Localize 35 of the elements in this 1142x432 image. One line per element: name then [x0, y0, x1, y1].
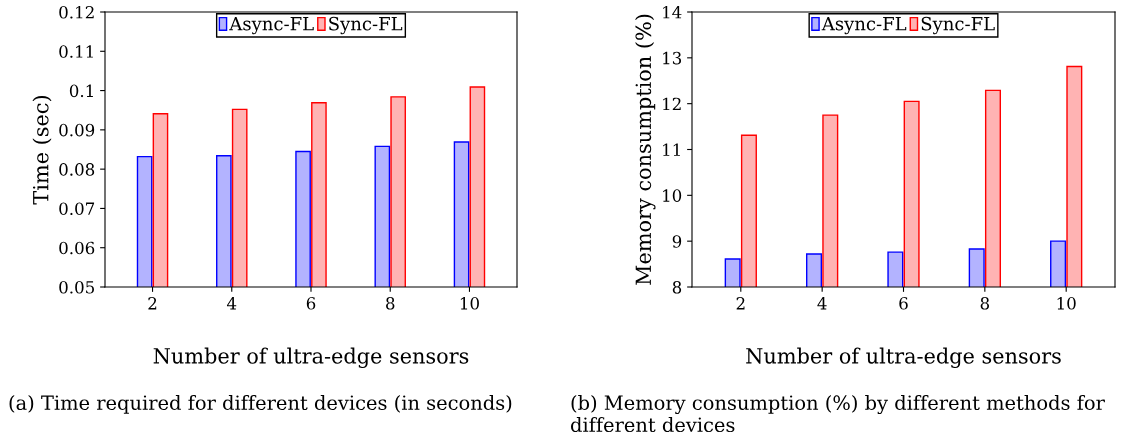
- y-tick-label: 8: [672, 280, 682, 294]
- y-tick-label: 0.08: [59, 163, 95, 176]
- y-tick-label: 13: [663, 51, 682, 65]
- legend-label: Async-FL: [229, 17, 314, 35]
- y-tick-label: 11: [663, 143, 680, 156]
- y-tick-label: 0.09: [59, 123, 95, 137]
- y-tick-label: 14: [663, 5, 682, 19]
- y-tick-label: 0.07: [59, 202, 95, 215]
- legend-label: Async-FL: [821, 17, 907, 35]
- x-axis-title: Number of ultra-edge sensors: [153, 347, 469, 369]
- text: (b) Memory consumption (%) by different methods for different devices: [570, 395, 1105, 432]
- y-tick-label: 9: [672, 235, 682, 248]
- y-tick-label: 0.12: [59, 5, 94, 19]
- x-axis-title: Number of ultra-edge sensors: [746, 347, 1061, 369]
- x-tick-label: 10: [1057, 297, 1076, 310]
- x-tick-label: 6: [306, 297, 316, 310]
- x-tick-label: 4: [226, 297, 237, 310]
- y-axis-title: Time (sec): [32, 96, 52, 205]
- y-axis-title: Memory consumption (%): [635, 14, 656, 285]
- legend-label: Sync-FL: [329, 16, 403, 35]
- x-tick-label: 8: [386, 297, 395, 310]
- y-tick-label: 10: [663, 189, 682, 202]
- x-tick-label: 2: [148, 297, 157, 310]
- legend-label: Sync-FL: [921, 16, 995, 35]
- x-tick-label: 10: [460, 297, 479, 310]
- y-tick-label: 0.1: [69, 84, 93, 98]
- y-tick-label: 0.05: [59, 280, 94, 294]
- x-tick-label: 8: [980, 297, 990, 310]
- x-tick-label: 6: [899, 297, 908, 310]
- x-tick-label: 4: [817, 297, 827, 310]
- y-tick-label: 12: [663, 97, 681, 110]
- x-tick-label: 2: [736, 297, 745, 310]
- text: (a) Time required for different devices (in seconds): [9, 395, 512, 414]
- y-tick-label: 0.06: [59, 241, 95, 255]
- y-tick-label: 0.11: [59, 45, 93, 58]
